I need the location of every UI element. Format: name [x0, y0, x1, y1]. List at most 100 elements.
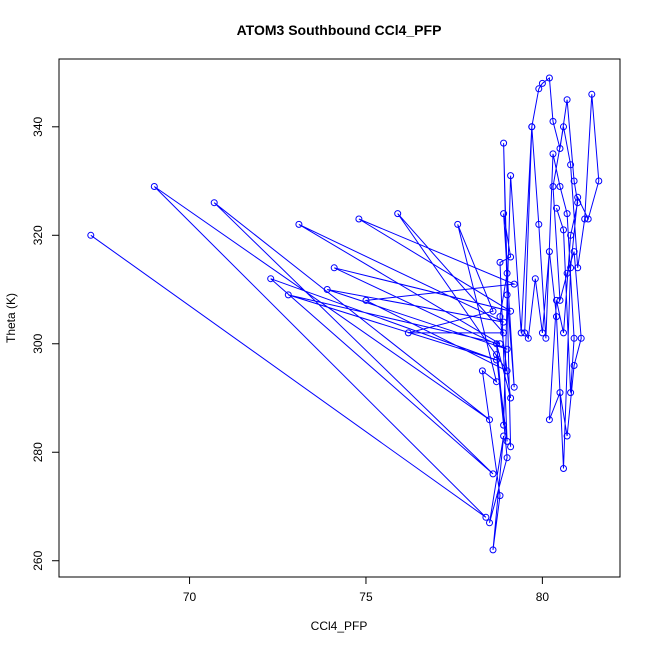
data-point [489, 470, 497, 478]
data-point [528, 123, 536, 131]
chart-title: ATOM3 Southbound CCl4_PFP [237, 22, 442, 38]
data-point [210, 199, 218, 207]
data-point [507, 394, 515, 402]
data-point [486, 519, 493, 527]
data-point [493, 378, 500, 386]
data-point [482, 513, 490, 521]
data-point [563, 210, 571, 218]
data-point [500, 329, 508, 337]
data-point [538, 79, 546, 87]
data-point [496, 340, 504, 348]
data-point [560, 226, 567, 234]
data-point [535, 85, 543, 93]
data-point [489, 546, 497, 554]
data-point [556, 145, 564, 152]
data-point [503, 269, 511, 277]
x-tick-label: 80 [536, 590, 550, 604]
data-point [542, 334, 550, 342]
data-point [574, 193, 582, 201]
data-point [489, 307, 497, 315]
data-point [563, 432, 571, 440]
x-tick-label: 70 [183, 590, 197, 604]
data-point [549, 150, 557, 158]
data-point [517, 329, 525, 337]
data-point [507, 253, 515, 261]
data-point [507, 307, 515, 315]
plot-frame [58, 58, 621, 578]
data-point [394, 210, 402, 218]
data-point [478, 367, 486, 375]
data-point [500, 318, 508, 326]
data-point [503, 291, 511, 299]
data-point [295, 220, 303, 228]
data-point [567, 264, 575, 272]
y-axis-label: Theta (K) [4, 293, 18, 343]
x-axis: 70 75 80 [183, 576, 550, 604]
data-point [454, 220, 462, 228]
data-point [507, 443, 515, 451]
y-tick-label: 340 [31, 116, 45, 136]
data-point [524, 334, 532, 342]
data-point [500, 421, 508, 429]
data-point [503, 367, 511, 375]
data-point [560, 465, 567, 472]
data-point [267, 275, 275, 283]
data-point [521, 329, 529, 337]
data-point [584, 215, 592, 223]
data-point [538, 329, 546, 337]
data-point [560, 123, 567, 131]
data-point [545, 248, 553, 256]
series-line [90, 77, 600, 550]
data-point [570, 248, 578, 256]
data-point [503, 454, 511, 462]
data-point [496, 492, 504, 500]
y-axis: 260 280 300 320 340 [31, 116, 60, 571]
data-point [567, 389, 575, 397]
data-point [570, 362, 578, 369]
y-tick-label: 260 [31, 550, 45, 570]
data-point [496, 313, 504, 321]
data-point [549, 117, 557, 125]
data-point [556, 296, 564, 304]
data-point [563, 96, 571, 104]
y-tick-label: 320 [31, 225, 45, 245]
data-point [500, 139, 508, 147]
data-point [595, 177, 603, 185]
y-tick-label: 280 [31, 442, 45, 462]
data-point [545, 74, 553, 82]
data-point [493, 351, 500, 359]
data-point [330, 264, 338, 272]
data-point [323, 286, 331, 293]
data-point [577, 334, 585, 342]
data-point [556, 389, 564, 397]
data-point [87, 231, 95, 239]
data-point [362, 296, 370, 304]
data-point [404, 329, 412, 337]
data-point [567, 161, 575, 169]
data-point [493, 340, 500, 348]
x-axis-label: CCl4_PFP [311, 619, 368, 633]
data-point [574, 199, 582, 207]
data-point [503, 437, 511, 445]
data-point [553, 296, 560, 304]
data-point [567, 231, 575, 239]
data-point [570, 334, 578, 342]
data-point [549, 183, 557, 190]
data-point [553, 204, 560, 212]
data-point [563, 269, 571, 277]
data-point [486, 416, 493, 424]
data-point [510, 280, 518, 288]
x-tick-label: 75 [359, 590, 373, 604]
data-point [588, 90, 596, 98]
data-point [545, 416, 553, 424]
data-point [284, 291, 292, 299]
y-tick-label: 300 [31, 333, 45, 353]
data-point [574, 264, 582, 272]
data-point [355, 215, 363, 223]
data-point [507, 172, 515, 180]
series-layer [87, 74, 603, 554]
data-point [581, 215, 589, 223]
data-point [496, 258, 504, 266]
data-point [556, 183, 564, 190]
